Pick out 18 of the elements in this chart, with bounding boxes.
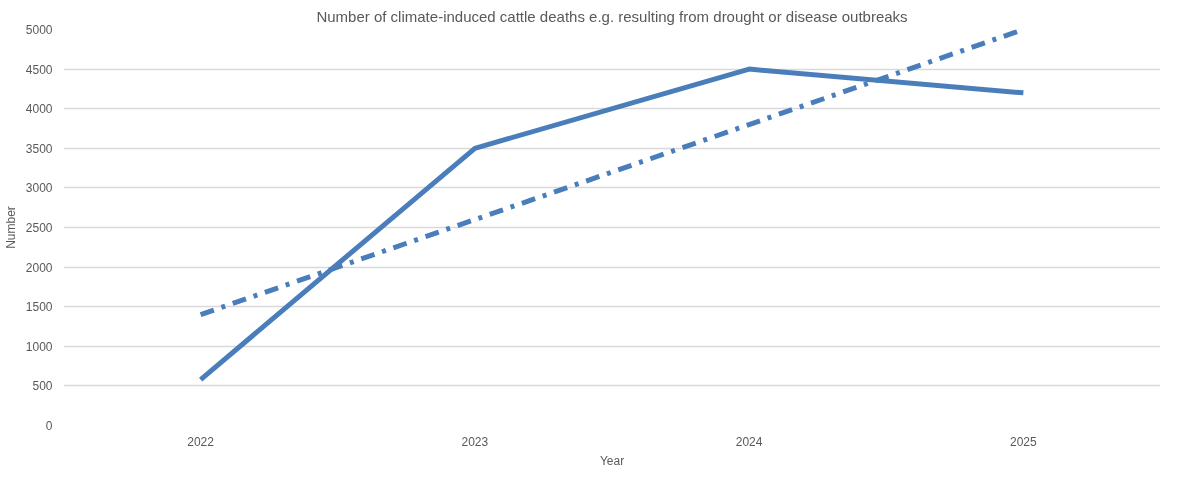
x-tick-label: 2023 — [461, 434, 489, 449]
x-tick-label: 2022 — [187, 434, 215, 449]
y-tick-label: 5000 — [25, 23, 53, 37]
y-tick-label: 3500 — [25, 141, 53, 156]
y-tick-label: 1500 — [25, 300, 53, 315]
y-tick-label: 0 — [45, 419, 53, 433]
y-tick-label: 2000 — [25, 260, 53, 275]
y-tick-label: 3000 — [25, 181, 53, 196]
x-tick-label: 2025 — [1010, 434, 1038, 449]
x-axis-title: Year — [599, 453, 625, 468]
y-tick-label: 2500 — [25, 221, 53, 235]
y-tick-label: 4000 — [25, 102, 53, 117]
y-tick-label: 500 — [32, 379, 53, 394]
x-tick-label: 2024 — [735, 434, 763, 449]
y-tick-label: 4500 — [25, 62, 53, 77]
y-tick-label: 1000 — [25, 339, 53, 354]
y-axis-title: Number — [3, 206, 18, 249]
chart-title: Number of climate-induced cattle deaths e.g. resulting from drought or disease outbreaks — [316, 7, 908, 25]
